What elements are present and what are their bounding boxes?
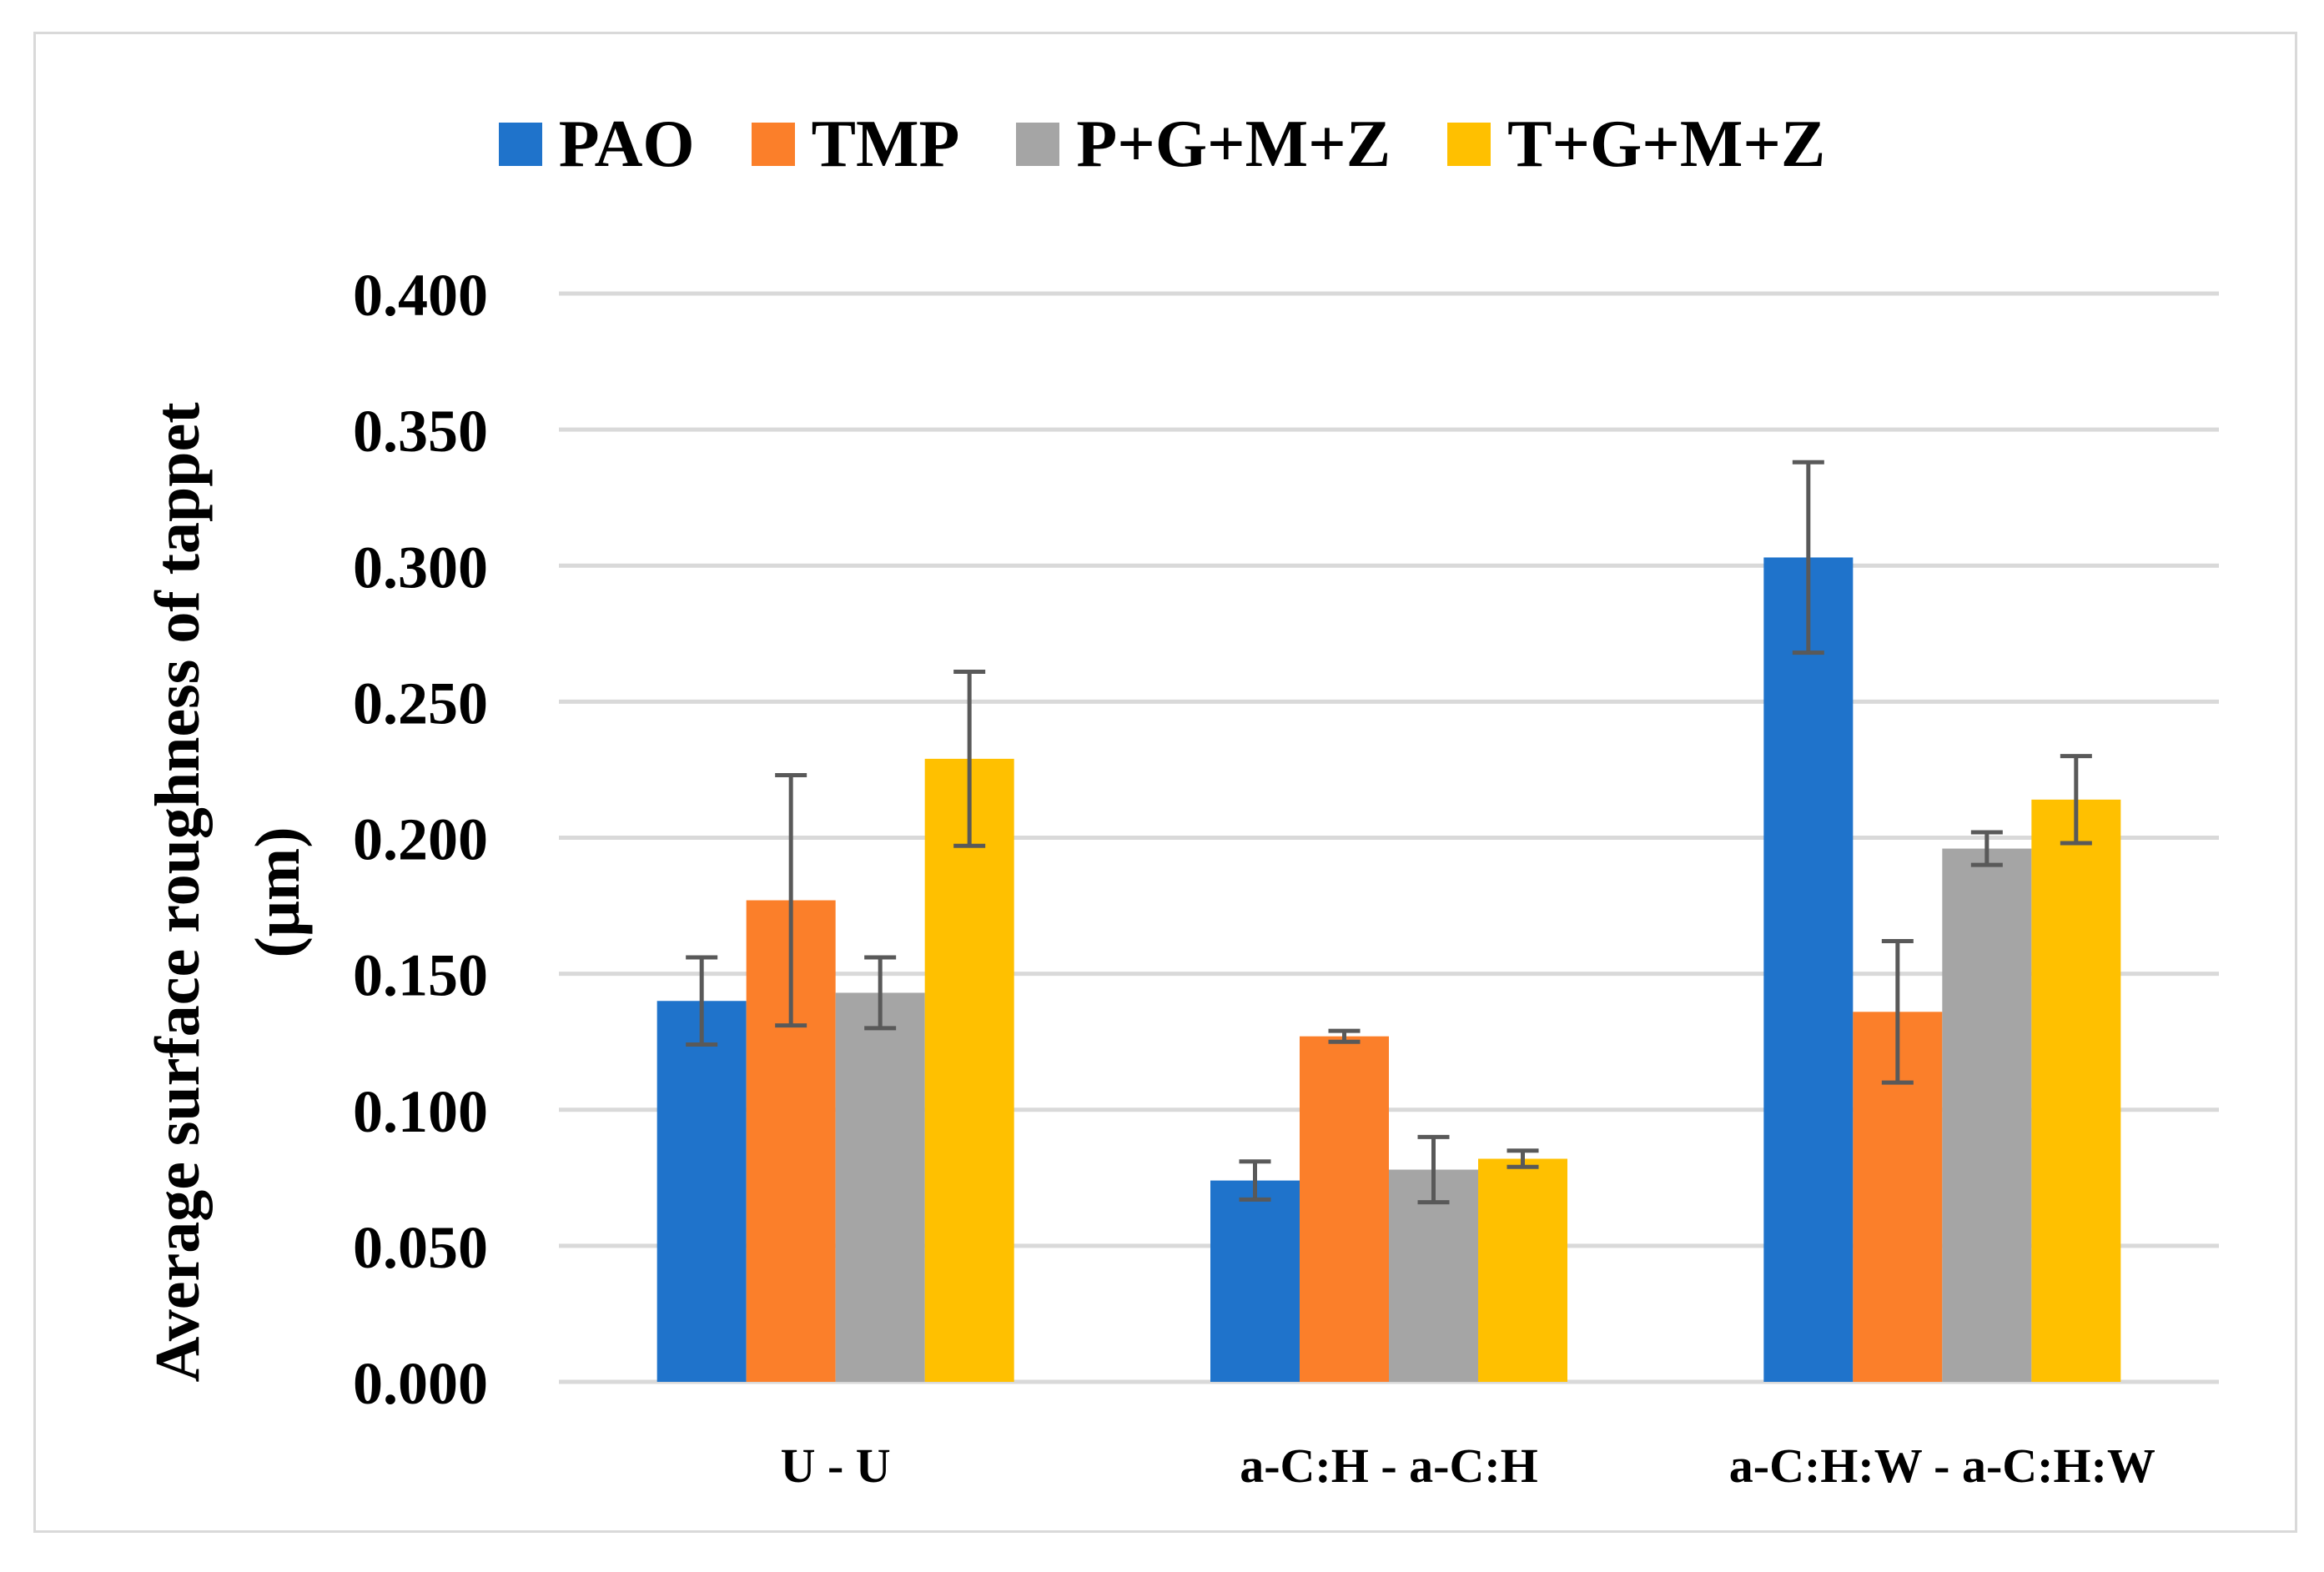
bar-pao-2 (1763, 557, 1854, 1382)
legend-swatch-tmp (751, 123, 795, 166)
x-axis-categories: U - U a-C:H - a-C:H a-C:H:W - a-C:H:W (781, 1439, 2155, 1493)
legend-label-tgmz: T+G+M+Z (1507, 107, 1826, 181)
y-tick-label: 0.050 (353, 1214, 488, 1281)
legend-label-pgmz: P+G+M+Z (1076, 107, 1391, 181)
y-tick-label: 0.300 (353, 534, 488, 600)
error-bars (686, 460, 2092, 1205)
y-tick-label: 0.250 (353, 670, 488, 736)
y-tick-label: 0.150 (353, 942, 488, 1009)
legend: PAO TMP P+G+M+Z T+G+M+Z (0, 98, 2324, 190)
y-tick-label: 0.000 (353, 1350, 488, 1417)
x-category-label: a-C:H:W - a-C:H:W (1729, 1439, 2155, 1493)
legend-item-tgmz: T+G+M+Z (1447, 107, 1825, 183)
bar-p-g-m-z-1 (1389, 1169, 1478, 1382)
x-category-label: a-C:H - a-C:H (1240, 1439, 1538, 1493)
legend-swatch-pgmz (1016, 123, 1060, 166)
legend-item-pgmz: P+G+M+Z (1016, 107, 1391, 183)
bar-p-g-m-z-2 (1942, 848, 2032, 1382)
y-tick-label: 0.400 (353, 262, 488, 329)
bar-t-g-m-z-0 (924, 758, 1014, 1382)
y-tick-label: 0.350 (353, 398, 488, 465)
x-category-label: U - U (781, 1439, 891, 1493)
legend-item-tmp: TMP (751, 107, 960, 183)
legend-swatch-tgmz (1447, 123, 1491, 166)
bar-p-g-m-z-0 (835, 992, 925, 1382)
bar-t-g-m-z-1 (1478, 1158, 1567, 1382)
bar-pao-1 (1210, 1180, 1300, 1382)
bar-tmp-1 (1300, 1036, 1389, 1382)
bar-pao-0 (656, 1001, 747, 1382)
y-axis-title-line2: (μm) (243, 826, 313, 957)
y-tick-label: 0.200 (353, 806, 488, 873)
legend-swatch-pao (498, 123, 542, 166)
bars (656, 557, 2121, 1382)
legend-label-tmp: TMP (811, 107, 960, 181)
bar-t-g-m-z-2 (2031, 799, 2121, 1382)
y-axis-title-line1: Average surface roughness of tappet (143, 402, 213, 1382)
legend-label-pao: PAO (558, 107, 695, 181)
y-axis-ticks: 0.000 0.050 0.100 0.150 0.200 0.250 0.300 0.350… (353, 262, 488, 1417)
legend-item-pao: PAO (498, 107, 695, 183)
y-tick-label: 0.100 (353, 1078, 488, 1145)
